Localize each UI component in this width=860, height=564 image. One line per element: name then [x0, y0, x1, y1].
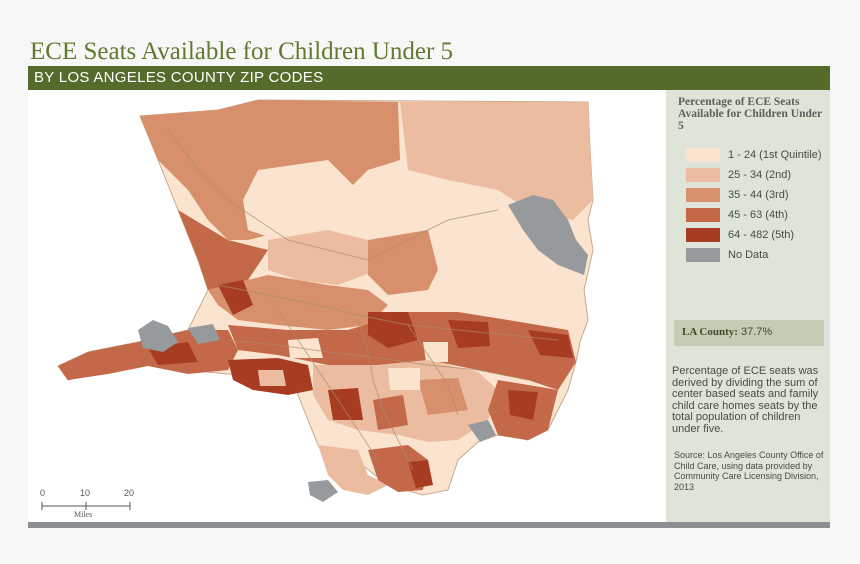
- region-central-dark-2: [448, 320, 490, 348]
- region-no-data-se: [468, 420, 496, 442]
- subtitle: BY LOS ANGELES COUNTY ZIP CODES: [34, 69, 324, 86]
- legend-panel: Percentage of ECE Seats Available for Ch…: [666, 90, 830, 522]
- legend-label: 64 - 482 (5th): [728, 229, 795, 241]
- region-central-dark-1: [368, 312, 418, 348]
- region-no-data-west: [138, 320, 178, 352]
- county-map: [57, 99, 594, 502]
- scale-tick-10: 10: [80, 488, 91, 498]
- region-harbor: [368, 445, 428, 492]
- scale-tick-0: 0: [40, 488, 46, 498]
- region-south-light: [388, 368, 420, 390]
- legend-label: 1 - 24 (1st Quintile): [728, 149, 822, 161]
- county-summary-label: LA County:: [682, 326, 738, 338]
- county-summary-value: 37.7%: [741, 326, 773, 338]
- region-central-dark-3: [528, 330, 573, 358]
- region-east-south-dark: [508, 390, 538, 420]
- legend-label: 35 - 44 (3rd): [728, 189, 789, 201]
- region-santa-clarita: [268, 230, 378, 285]
- legend-swatch: [686, 248, 720, 262]
- region-north-mid: [178, 210, 268, 290]
- region-no-data-west-2: [188, 324, 220, 344]
- region-palos-verdes: [318, 445, 388, 495]
- scale-unit: Miles: [74, 510, 93, 519]
- legend-label: 25 - 34 (2nd): [728, 169, 791, 181]
- legend-swatch: [686, 188, 720, 202]
- bottom-bar: [28, 522, 830, 528]
- region-no-data-south: [308, 480, 338, 502]
- region-south-mid: [418, 378, 468, 415]
- region-malibu: [58, 330, 238, 380]
- source-note: Source: Los Angeles County Office of Chi…: [674, 450, 824, 492]
- county-summary-text: LA County: 37.7%: [682, 326, 772, 338]
- scale-bar-graphic: [41, 502, 131, 510]
- region-harbor-dark: [408, 460, 433, 488]
- map-area: [28, 90, 666, 522]
- region-central-band: [228, 312, 576, 390]
- legend-swatch: [686, 208, 720, 222]
- scale-bar: 0 10 20 Miles: [40, 488, 140, 520]
- region-valley: [208, 275, 388, 330]
- method-description: Percentage of ECE seats was derived by d…: [672, 365, 819, 435]
- scale-tick-20: 20: [124, 488, 135, 498]
- legend-label: No Data: [728, 249, 769, 261]
- legend-swatch: [686, 148, 720, 162]
- map-title: ECE Seats Available for Children Under 5: [30, 38, 454, 65]
- region-valley-dark: [218, 280, 253, 315]
- county-summary: LA County: 37.7%: [674, 320, 824, 346]
- legend-title: Percentage of ECE Seats Available for Ch…: [678, 96, 822, 132]
- region-east-mid: [368, 230, 438, 295]
- legend-label: 45 - 63 (4th): [728, 209, 788, 221]
- highways: [167, 129, 559, 471]
- region-north-light: [243, 160, 358, 240]
- region-no-data-ne: [508, 195, 588, 275]
- legend-swatch: [686, 228, 720, 242]
- region-central-light-1: [288, 338, 323, 358]
- region-antelope-east: [400, 102, 593, 220]
- legend-swatch: [686, 168, 720, 182]
- subtitle-banner: BY LOS ANGELES COUNTY ZIP CODES: [28, 66, 830, 90]
- region-south-dark-1: [328, 388, 363, 420]
- region-central-light-2: [423, 342, 448, 362]
- region-westside-light: [258, 370, 286, 386]
- region-south-dark-2: [373, 395, 408, 430]
